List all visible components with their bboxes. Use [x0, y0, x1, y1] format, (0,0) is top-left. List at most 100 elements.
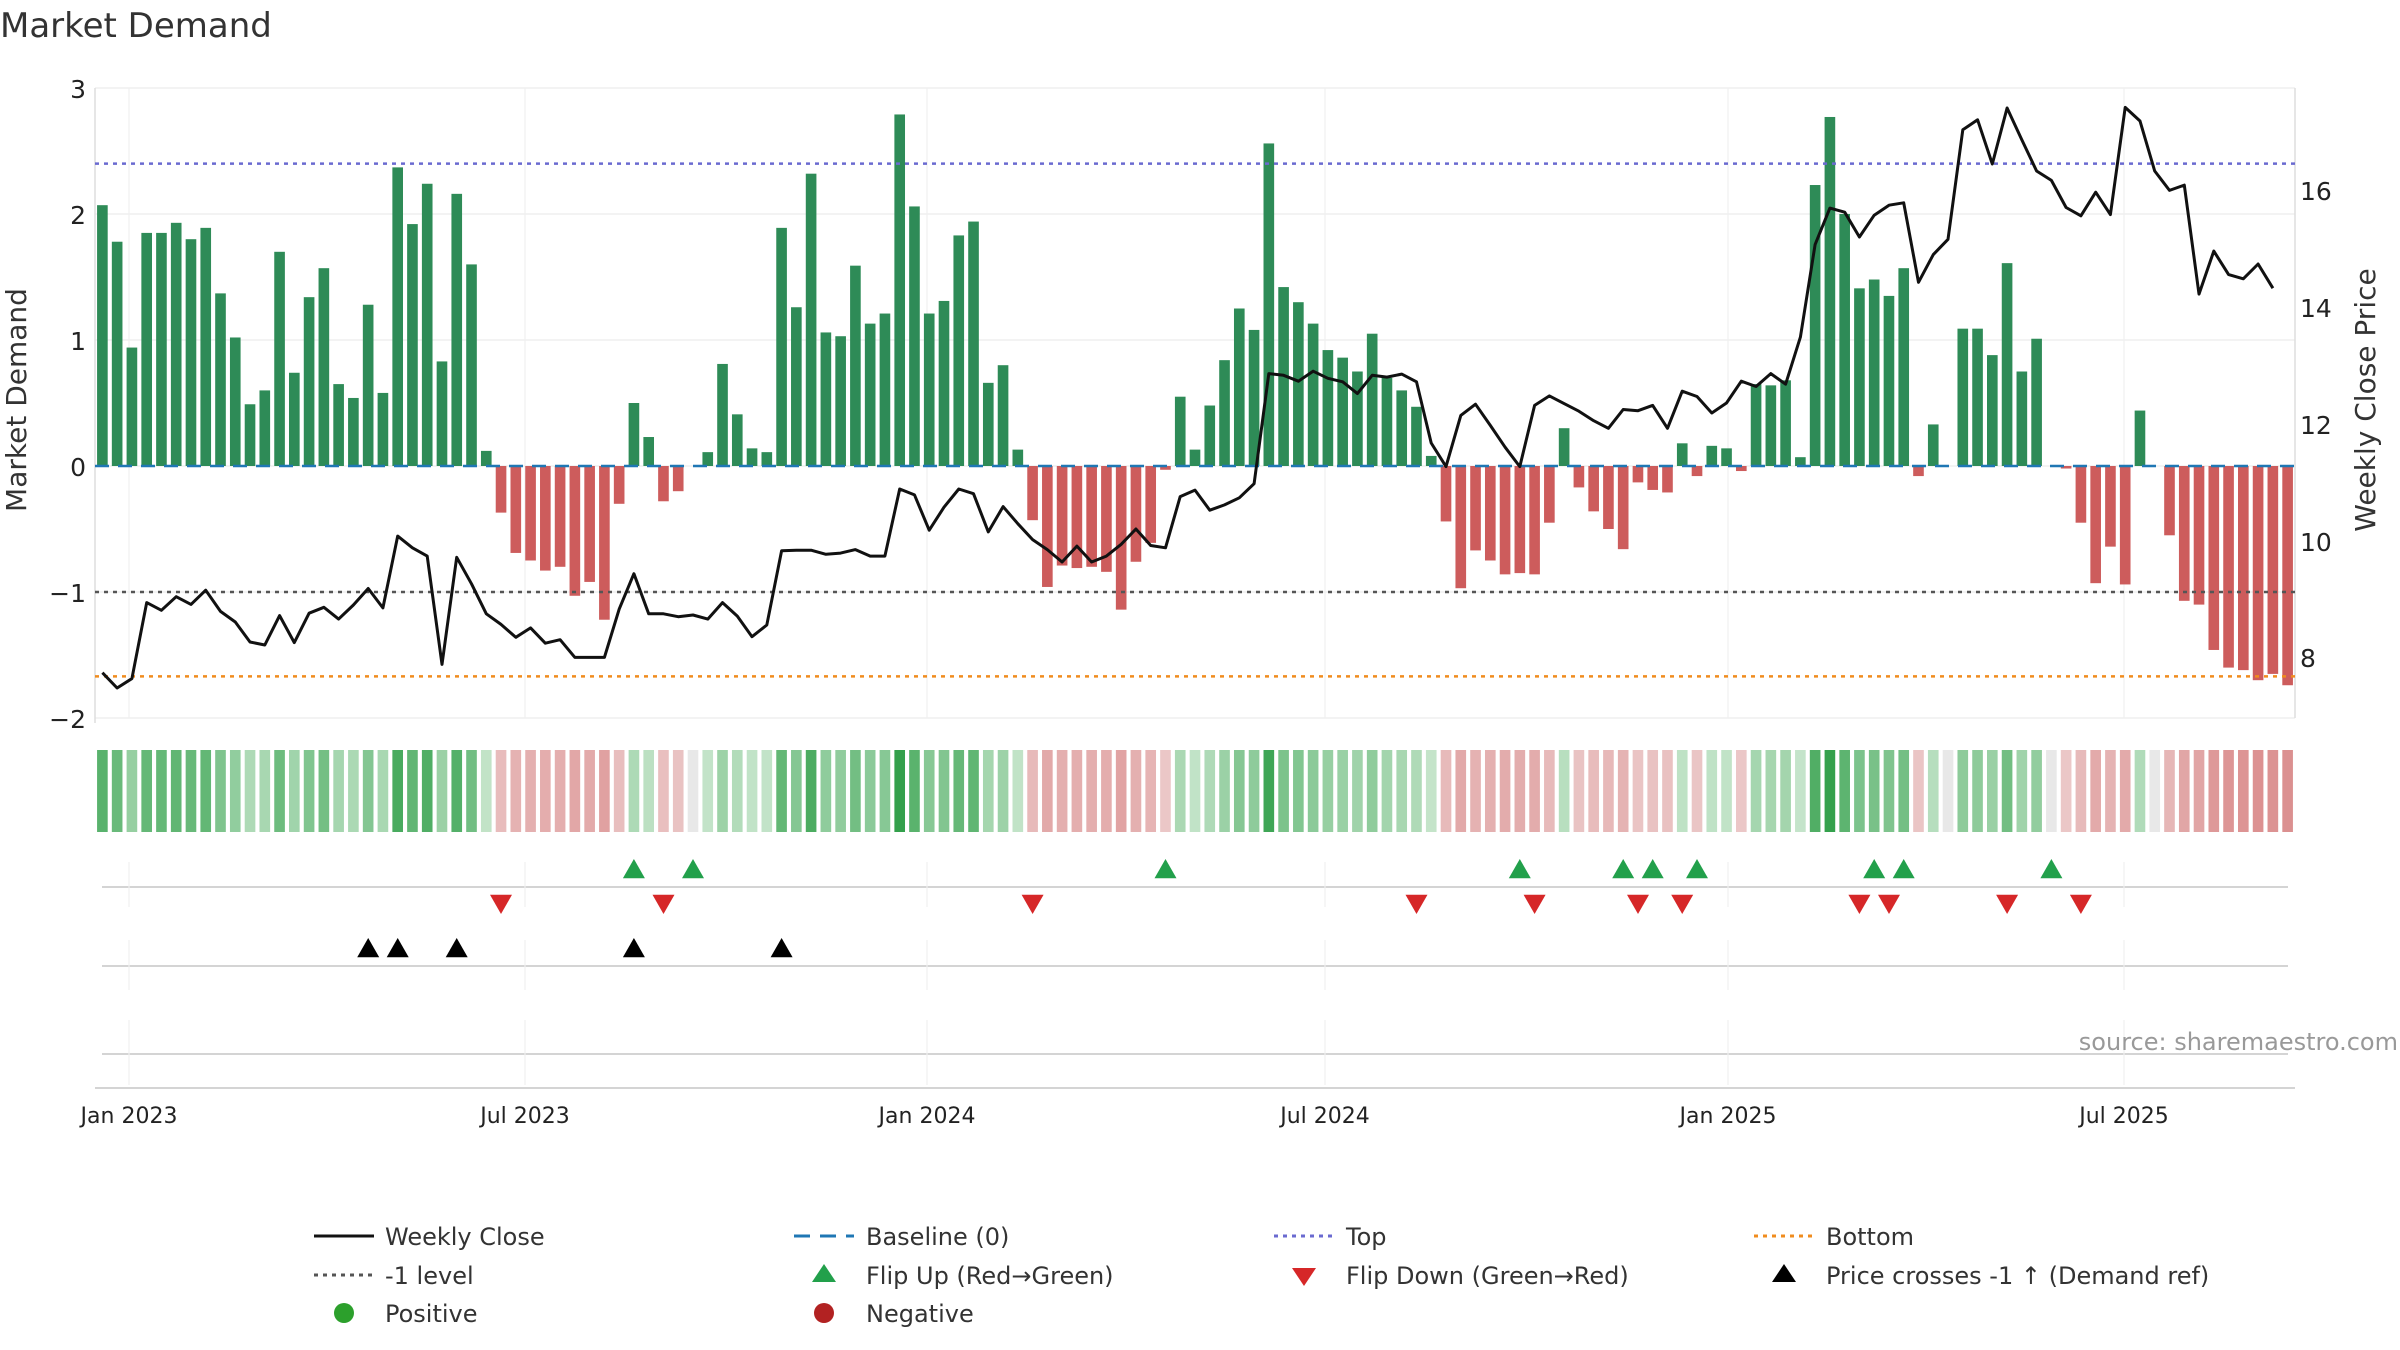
y2-ticks: 16 14 12 10 8: [2300, 177, 2332, 673]
heat-cell: [2223, 750, 2234, 832]
heat-cell: [1411, 750, 1422, 832]
demand-bar: [2164, 466, 2175, 536]
demand-bar: [303, 297, 315, 466]
heat-cell: [185, 750, 197, 832]
heat-cell: [2031, 750, 2042, 832]
heat-cell: [1544, 750, 1555, 832]
legend-swatch-price-cross: [1772, 1264, 1796, 1282]
legend-label: Weekly Close: [385, 1223, 545, 1251]
demand-bar: [244, 404, 256, 466]
heat-cell: [1573, 750, 1585, 832]
heat-cell: [318, 750, 330, 832]
heat-cell: [1765, 750, 1777, 832]
demand-bar: [554, 466, 566, 567]
price-cross-marker: [357, 938, 380, 958]
heat-cell: [215, 750, 226, 832]
heat-cell: [1691, 750, 1703, 832]
demand-bar: [1381, 377, 1393, 466]
heat-cell: [170, 750, 182, 832]
heat-cell: [1972, 750, 1983, 832]
heat-cell: [97, 750, 108, 832]
demand-bar: [2282, 466, 2293, 686]
heat-cell: [2105, 750, 2116, 832]
heat-cell: [1721, 750, 1732, 832]
demand-bar: [540, 466, 551, 571]
heat-cell: [1750, 750, 1762, 832]
demand-bar: [702, 452, 714, 466]
demand-bar: [126, 347, 138, 466]
flip-down-marker: [1405, 894, 1428, 914]
demand-bar: [1012, 449, 1024, 466]
flip-down-marker: [490, 894, 512, 914]
heat-cell: [2208, 750, 2220, 832]
demand-bar: [1499, 466, 1511, 575]
heat-cell: [746, 750, 758, 832]
y2-tick: 16: [2300, 177, 2332, 206]
demand-bar: [643, 437, 655, 466]
demand-bar: [1795, 457, 1806, 466]
demand-heat-strip: [97, 750, 2293, 832]
demand-bar: [2134, 410, 2146, 466]
heat-cell: [1440, 750, 1452, 832]
demand-bar: [1130, 466, 1142, 562]
demand-bar: [436, 361, 448, 466]
heat-cell: [1071, 750, 1083, 832]
demand-bar: [97, 205, 108, 466]
flip-up-marker: [682, 859, 704, 879]
demand-bar: [1484, 466, 1496, 561]
heat-cell: [362, 750, 374, 832]
heat-cell: [968, 750, 979, 832]
heat-cell: [480, 750, 492, 832]
heat-cell: [1012, 750, 1024, 832]
heat-cell: [1219, 750, 1230, 832]
heat-cell: [1588, 750, 1599, 832]
heat-cell: [923, 750, 935, 832]
heat-cell: [1233, 750, 1245, 832]
y-tick: −2: [49, 705, 86, 734]
demand-bar: [1898, 268, 1910, 466]
heat-cell: [2134, 750, 2146, 832]
heat-cell: [805, 750, 817, 832]
heat-cell: [820, 750, 832, 832]
demand-bar: [1425, 455, 1437, 466]
heat-cell: [1425, 750, 1437, 832]
heat-cell: [554, 750, 566, 832]
price-cross-marker: [445, 938, 468, 958]
demand-bar: [1854, 288, 1865, 466]
heat-cell: [1470, 750, 1481, 832]
heat-cell: [2046, 750, 2057, 832]
y2-tick: 10: [2300, 528, 2332, 557]
heat-cell: [1366, 750, 1378, 832]
demand-bar: [1233, 308, 1245, 466]
demand-bar: [466, 264, 477, 466]
x-tick: Jul 2025: [2077, 1104, 2169, 1129]
demand-bar: [1603, 466, 1614, 529]
demand-bar: [1750, 384, 1762, 466]
heat-cell: [2252, 750, 2264, 832]
demand-bar: [1322, 350, 1334, 466]
legend-item: -1 level: [314, 1262, 474, 1290]
heat-cell: [377, 750, 389, 832]
demand-bar: [1957, 328, 1969, 466]
y-tick: 1: [70, 327, 86, 356]
y2-axis-label: Weekly Close Price: [2349, 268, 2382, 531]
flip-up-marker: [1686, 859, 1708, 879]
demand-bar: [421, 183, 433, 466]
legend-item: Positive: [334, 1300, 478, 1328]
demand-bar: [1987, 355, 1998, 466]
demand-bar: [1174, 396, 1186, 466]
heat-cell: [1174, 750, 1186, 832]
weekly-close-line: [101, 105, 2275, 690]
heat-cell: [141, 750, 152, 832]
legend-item: Baseline (0): [794, 1223, 1009, 1251]
heat-cell: [1027, 750, 1038, 832]
legend-swatch-negative: [814, 1303, 834, 1323]
demand-bar: [1780, 380, 1791, 466]
demand-bar: [731, 414, 743, 466]
demand-bar: [289, 372, 300, 466]
heat-cell: [879, 750, 891, 832]
demand-bar: [510, 466, 522, 553]
legend-label: Flip Up (Red→Green): [866, 1262, 1114, 1290]
demand-bars: [97, 114, 2293, 686]
legend-label: Negative: [866, 1300, 974, 1328]
